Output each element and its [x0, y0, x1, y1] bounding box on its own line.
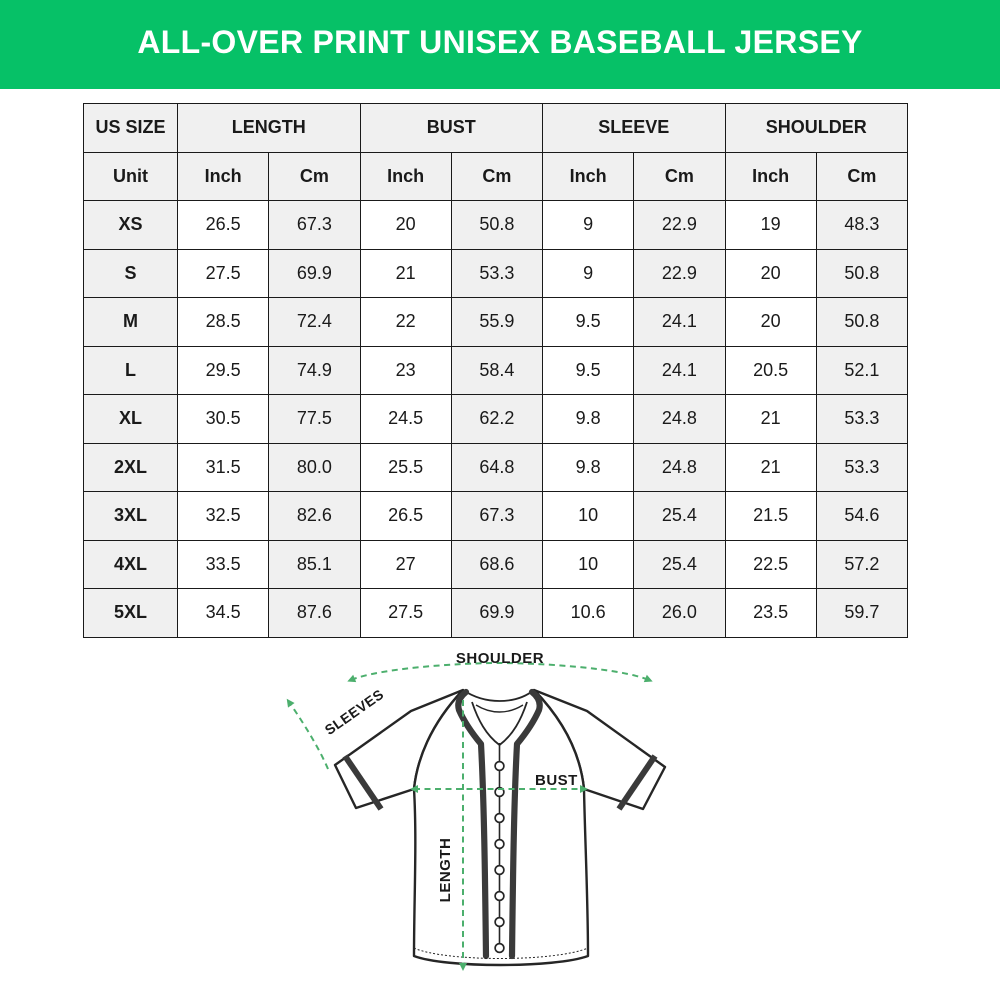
- svg-text:SHOULDER: SHOULDER: [456, 650, 544, 667]
- svg-text:BUST: BUST: [535, 772, 578, 789]
- svg-text:LENGTH: LENGTH: [437, 838, 454, 903]
- svg-text:SLEEVES: SLEEVES: [322, 686, 387, 738]
